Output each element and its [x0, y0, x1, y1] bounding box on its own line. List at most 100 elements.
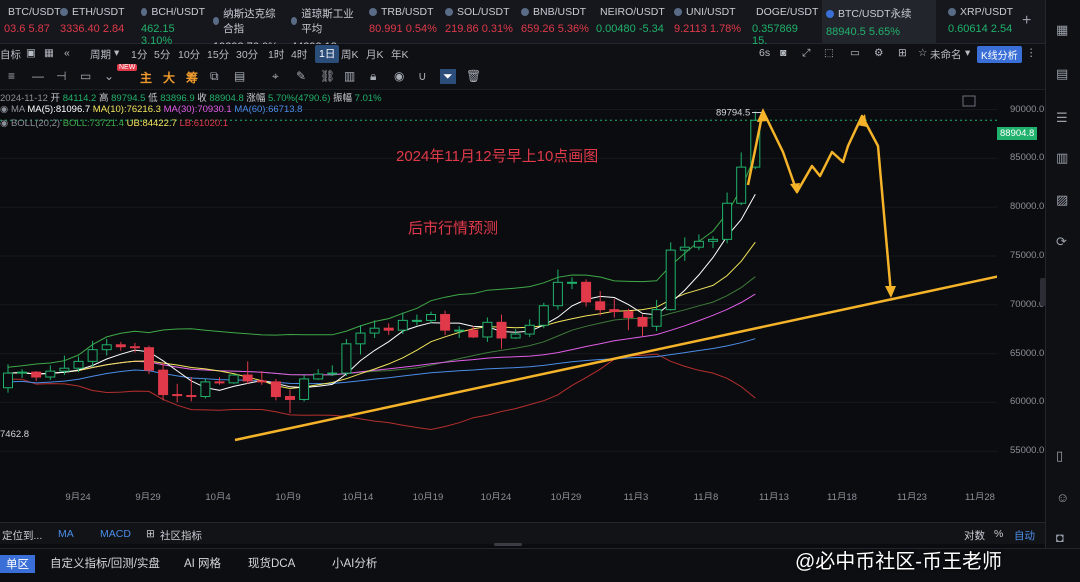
ticker-tab[interactable]: XRP/USDT 0.60614 2.54: [944, 0, 1014, 44]
filter-icon[interactable]: ⏷: [440, 69, 456, 84]
chip-tool[interactable]: 筹: [186, 71, 199, 85]
ticker-tab[interactable]: 道琼斯工业平均44293.13 -0.23%: [287, 0, 359, 65]
camera-icon[interactable]: ◙: [780, 47, 787, 59]
cursor-icon[interactable]: ⌖: [272, 69, 279, 83]
ticker-tab[interactable]: DOGE/USDT 0.357869 15.: [748, 0, 818, 47]
kline-analysis-button[interactable]: K线分析: [977, 46, 1022, 63]
nav-ai-grid[interactable]: AI 网格: [184, 558, 222, 570]
auto-toggle[interactable]: 自动: [1014, 530, 1035, 542]
indicator-menu[interactable]: 自标: [0, 49, 21, 61]
candle-type-icon[interactable]: ▥: [344, 69, 356, 83]
locate-button[interactable]: 定位到...: [2, 530, 43, 542]
panel-collapse-handle[interactable]: [1040, 278, 1046, 306]
menu-icon[interactable]: ≡: [8, 69, 16, 83]
grid-icon[interactable]: ⊞: [898, 47, 907, 59]
nav-custom-indicator[interactable]: 自定义指标/回测/实盘: [50, 558, 160, 570]
calendar-icon[interactable]: ▦: [44, 47, 54, 59]
candle-body: [129, 346, 140, 349]
support-icon[interactable]: ☺: [1056, 490, 1070, 505]
ticker-tab[interactable]: UNI/USDT 9.2113 1.78%: [670, 0, 742, 44]
layout-chevron-icon[interactable]: ▾: [965, 47, 971, 59]
ticker-tab[interactable]: NEIRO/USDT 0.00480 -5.34: [592, 0, 665, 44]
back-icon[interactable]: «: [64, 47, 70, 59]
lock-icon[interactable]: 🔒︎: [370, 69, 377, 83]
star-icon[interactable]: ☆: [918, 47, 928, 59]
boll-legend[interactable]: ◉ BOLL(20,2) BOLL:73721.4 UB:84422.7 LB:…: [0, 118, 228, 129]
layout-icon[interactable]: ▣: [26, 47, 36, 59]
nav-ai-analysis[interactable]: 小AI分析: [332, 558, 378, 570]
percent-toggle[interactable]: %: [994, 528, 1004, 540]
data-icon[interactable]: ▨: [1056, 192, 1069, 207]
timeframe-option[interactable]: 年K: [391, 49, 409, 61]
ticker-tab[interactable]: SOL/USDT 219.86 0.31%: [441, 0, 513, 44]
ticker-tab[interactable]: BTC/USDT 03.6 5.87: [0, 0, 61, 44]
timeframe-option[interactable]: 5分: [154, 49, 171, 61]
timeframe-option[interactable]: 15分: [207, 49, 230, 61]
orderbook-icon[interactable]: ▤: [1056, 66, 1069, 81]
chat-icon[interactable]: ◘: [1056, 530, 1064, 545]
eye-icon[interactable]: ◉: [0, 118, 9, 129]
tab-community-indicator[interactable]: 社区指标: [160, 530, 202, 542]
sync-icon[interactable]: ⟳: [1056, 234, 1067, 249]
timeframe-option[interactable]: 30分: [236, 49, 259, 61]
ticker-name: NEIRO/USDT: [596, 6, 665, 18]
ticker-tab[interactable]: BCH/USDT 462.15 3.10%: [137, 0, 205, 47]
magnet-icon[interactable]: ∪: [418, 69, 427, 83]
notes-icon[interactable]: ▯: [1056, 448, 1064, 463]
candle-body: [496, 321, 507, 339]
horizontal-line-icon[interactable]: —: [32, 69, 44, 83]
timeframe-option[interactable]: 1日: [315, 45, 340, 63]
tab-macd[interactable]: MACD: [100, 528, 131, 540]
eye-icon[interactable]: ◉: [0, 104, 9, 115]
ticker-tab[interactable]: TRB/USDT 80.991 0.54%: [365, 0, 437, 44]
timeframe-option[interactable]: 4时: [291, 49, 308, 61]
ticker-tab[interactable]: 纳斯达克综合指19298.76 0%: [209, 0, 279, 53]
ticker-name: BNB/USDT: [521, 6, 589, 18]
add-tab-icon[interactable]: +: [1022, 12, 1032, 29]
forecast-annotation: 后市行情预测: [408, 220, 499, 237]
copy-icon[interactable]: ⧉: [210, 69, 219, 83]
ray-line-icon[interactable]: ⊣: [56, 69, 67, 83]
period-dropdown[interactable]: 周期: [90, 49, 111, 61]
trades-icon[interactable]: ☰: [1056, 110, 1068, 125]
expand-icon[interactable]: ⬚: [824, 47, 834, 59]
rectangle-icon[interactable]: ▭: [80, 69, 92, 83]
price-chart[interactable]: 9月24 9月29 10月4 10月9 10月14 10月19 10月24 10月29 11月3…: [0, 90, 997, 500]
link-icon[interactable]: ⛓: [320, 69, 336, 83]
price-axis[interactable]: 90000.0 85000.0 80000.0 75000.0 70000.0 65000…: [997, 90, 1045, 500]
timeframe-option[interactable]: 1分: [131, 49, 148, 61]
timeframe-option[interactable]: 周K: [341, 49, 359, 61]
candle-body: [17, 371, 28, 374]
log-scale-toggle[interactable]: 对数: [964, 530, 985, 542]
ticker-tab[interactable]: BNB/USDT 659.26 5.36%: [517, 0, 589, 44]
template-icon[interactable]: ▤: [234, 69, 246, 83]
timeframe-option[interactable]: 月K: [366, 49, 384, 61]
boll-upper-line: [7, 155, 756, 368]
info-icon[interactable]: ▥: [1056, 150, 1069, 165]
main-force-tool[interactable]: 主: [140, 71, 153, 85]
ticker-tab[interactable]: BTC/USDT永续 88940.5 5.65%: [822, 0, 936, 44]
trash-icon[interactable]: 🗑︎: [466, 69, 482, 83]
eye-icon[interactable]: ◉: [394, 69, 405, 83]
more-icon[interactable]: ⋮: [1026, 47, 1037, 59]
pencil-icon[interactable]: ✎: [296, 69, 307, 83]
nav-spot-dca[interactable]: 现货DCA: [248, 558, 296, 570]
ma10-value: MA(10):76216.3: [92, 104, 161, 115]
ticker-tab[interactable]: ETH/USDT 3336.40 2.84: [56, 0, 136, 44]
nav-single-zone[interactable]: 单区: [0, 555, 35, 573]
window-icon[interactable]: ▭: [850, 47, 860, 59]
period-chevron-icon[interactable]: ▾: [114, 47, 120, 59]
community-icon[interactable]: ⊞: [146, 528, 155, 540]
big-order-tool[interactable]: 大: [163, 71, 176, 85]
settings-icon[interactable]: ⚙: [874, 47, 884, 59]
timeframe-option[interactable]: 10分: [178, 49, 201, 61]
panel-icon[interactable]: ▦: [1056, 22, 1069, 37]
fullscreen-icon[interactable]: ⤢: [802, 47, 811, 59]
tab-ma[interactable]: MA: [58, 528, 74, 540]
refresh-rate[interactable]: 6s: [759, 47, 771, 59]
timeframe-option[interactable]: 1时: [268, 49, 285, 61]
chevron-down-icon[interactable]: ⌄: [104, 69, 115, 83]
ma-legend[interactable]: ◉ MA MA(5):81096.7 MA(10):76216.3 MA(30)…: [0, 104, 302, 115]
panel-resize-handle[interactable]: [494, 543, 522, 546]
layout-name-dropdown[interactable]: 未命名: [930, 49, 962, 61]
